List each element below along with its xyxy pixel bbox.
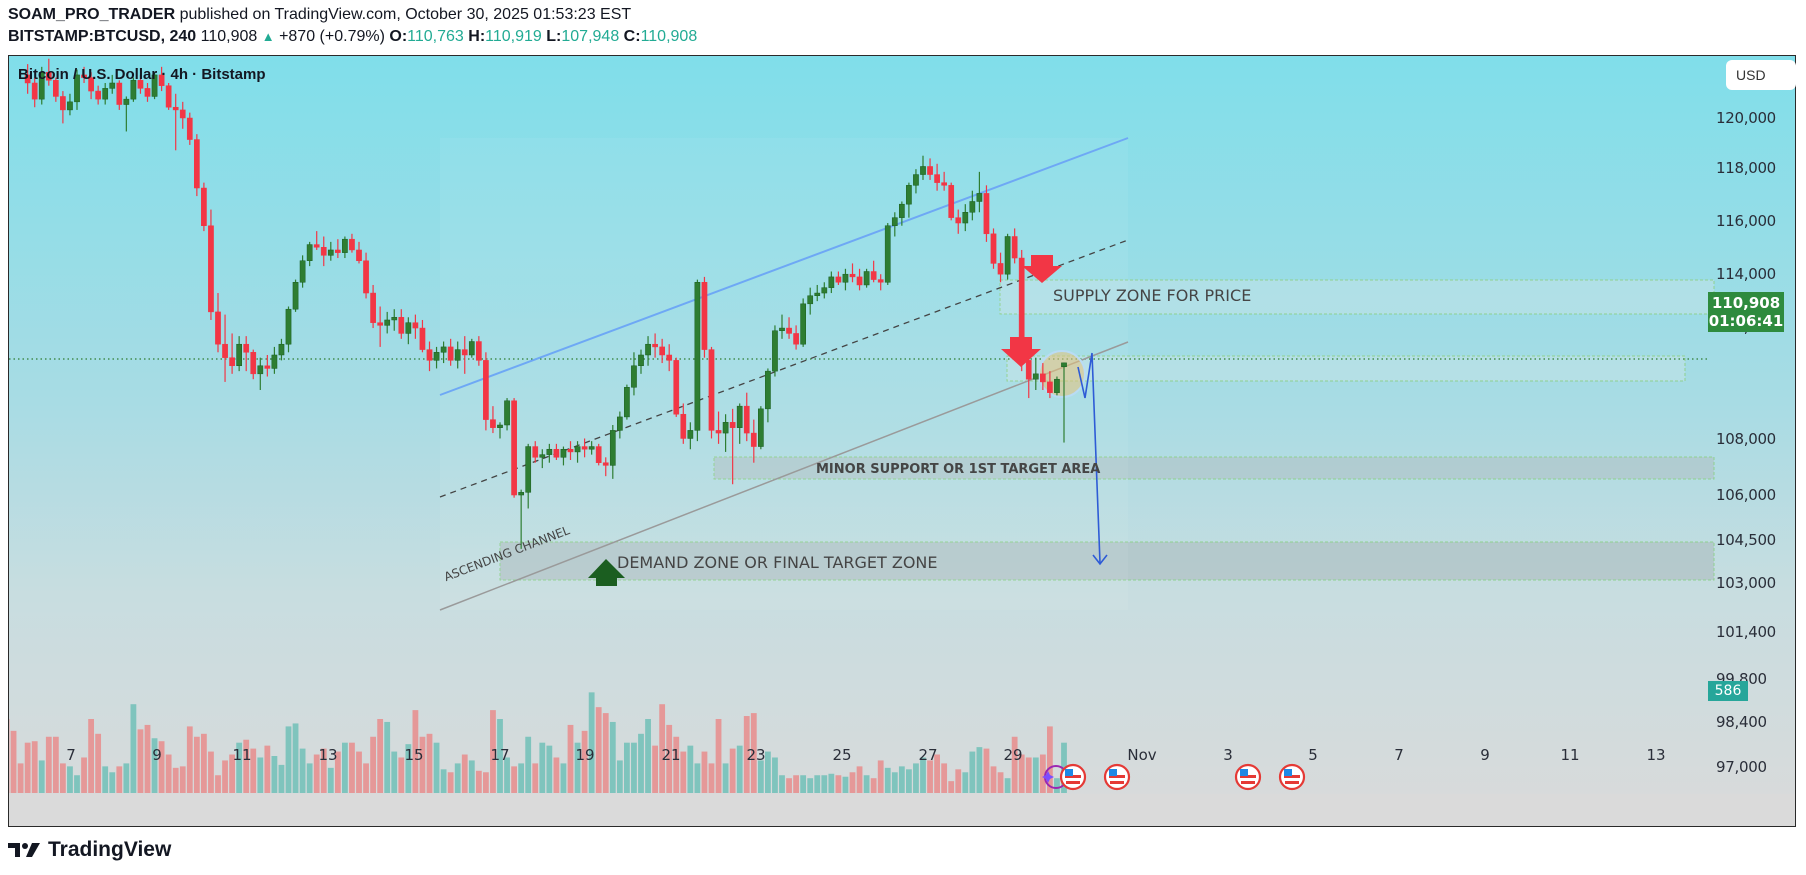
time-tick-label: 13 xyxy=(318,746,338,764)
price-tick-label: 103,000 xyxy=(1716,574,1776,592)
time-tick-label: 25 xyxy=(832,746,852,764)
time-tick-label: 3 xyxy=(1223,746,1233,764)
symbol: BITSTAMP:BTCUSD, 240 xyxy=(8,28,197,45)
entry-zone[interactable] xyxy=(1006,355,1686,382)
projection-path xyxy=(1077,352,1101,564)
us-flag-event-icon[interactable] xyxy=(1278,763,1306,791)
open-label: O: xyxy=(389,28,408,45)
time-axis[interactable] xyxy=(9,794,1795,826)
time-tick-label: 13 xyxy=(1646,746,1666,764)
down-arrow-icon xyxy=(1022,255,1062,283)
demand-zone[interactable] xyxy=(499,541,1715,581)
time-tick-label: 29 xyxy=(1003,746,1023,764)
time-tick-label: 17 xyxy=(490,746,510,764)
tradingview-logo-icon xyxy=(8,843,40,857)
supply-zone-label: SUPPLY ZONE FOR PRICE xyxy=(1053,286,1252,305)
last-price-value: 110,908 xyxy=(1711,294,1781,312)
price-tick-label: 106,000 xyxy=(1716,486,1776,504)
currency-button[interactable]: USD xyxy=(1726,60,1796,90)
highlight-circle xyxy=(1038,350,1086,398)
publish-line: SOAM_PRO_TRADER published on TradingView… xyxy=(8,6,631,24)
price-tick-label: 101,400 xyxy=(1716,623,1776,641)
time-tick-label: 9 xyxy=(152,746,162,764)
author-name[interactable]: SOAM_PRO_TRADER xyxy=(8,6,176,23)
minor-support-label: MINOR SUPPORT OR 1ST TARGET AREA xyxy=(816,462,1101,477)
up-arrow-icon xyxy=(588,559,625,586)
time-tick-label: Nov xyxy=(1127,746,1157,764)
tradingview-logo[interactable]: TradingView xyxy=(8,838,171,862)
low-value: 107,948 xyxy=(561,28,620,45)
bar-countdown: 01:06:41 xyxy=(1708,312,1784,330)
time-tick-label: 19 xyxy=(575,746,595,764)
publish-info: published on TradingView.com, October 30… xyxy=(179,6,632,23)
channel-fill xyxy=(440,138,1128,610)
time-tick-label: 15 xyxy=(404,746,424,764)
symbol-line: BITSTAMP:BTCUSD, 240 110,908 ▲ +870 (+0.… xyxy=(8,28,697,46)
price-tick-label: 104,500 xyxy=(1716,531,1776,549)
close-value: 110,908 xyxy=(640,28,698,45)
channel-bottom-line[interactable] xyxy=(439,341,1129,611)
open-value: 110,763 xyxy=(407,28,464,45)
us-flag-event-icon[interactable] xyxy=(1234,763,1262,791)
demand-zone-label: DEMAND ZONE OR FINAL TARGET ZONE xyxy=(617,553,938,572)
candles xyxy=(24,58,1067,549)
time-tick-label: 7 xyxy=(1394,746,1404,764)
time-tick-label: 23 xyxy=(746,746,766,764)
arrow-head-icon xyxy=(1092,554,1108,566)
supply-zone[interactable] xyxy=(999,279,1715,315)
time-tick-label: 5 xyxy=(1308,746,1318,764)
low-label: L: xyxy=(546,28,562,45)
time-tick-label: 7 xyxy=(66,746,76,764)
minor_support-zone[interactable] xyxy=(713,456,1715,480)
price-tick-label: 97,000 xyxy=(1716,758,1767,776)
price-tick-label: 120,000 xyxy=(1716,109,1776,127)
chart-frame[interactable] xyxy=(8,55,1796,827)
chart-title: Bitcoin / U.S. Dollar · 4h · Bitstamp xyxy=(18,66,266,83)
time-tick-label: 11 xyxy=(232,746,252,764)
tradingview-brand: TradingView xyxy=(48,838,172,861)
down-arrow-icon xyxy=(1001,337,1041,367)
price-tick-label: 98,400 xyxy=(1716,713,1767,731)
time-tick-label: 27 xyxy=(918,746,938,764)
price-tick-label: 108,000 xyxy=(1716,430,1776,448)
us-flag-event-icon[interactable] xyxy=(1103,763,1131,791)
close-label: C: xyxy=(623,28,641,45)
last-price-tag: 110,908 01:06:41 xyxy=(1708,292,1784,332)
up-triangle-icon: ▲ xyxy=(261,29,275,44)
zones-layer xyxy=(499,279,1715,581)
time-tick-label: 21 xyxy=(661,746,681,764)
time-tick-label: 9 xyxy=(1480,746,1490,764)
time-tick-label: 11 xyxy=(1560,746,1580,764)
volume-tag: 586 xyxy=(1708,681,1748,701)
price-change: +870 (+0.79%) xyxy=(279,28,385,45)
price-tick-label: 118,000 xyxy=(1716,159,1776,177)
price-tick-label: 116,000 xyxy=(1716,212,1776,230)
us-flag-event-icon[interactable] xyxy=(1059,763,1087,791)
price-tick-label: 114,000 xyxy=(1716,265,1776,283)
channel-top-line[interactable] xyxy=(439,137,1129,396)
high-value: 110,919 xyxy=(485,28,542,45)
last-price: 110,908 xyxy=(200,28,258,45)
volume-bars xyxy=(9,692,1067,793)
high-label: H: xyxy=(468,28,486,45)
